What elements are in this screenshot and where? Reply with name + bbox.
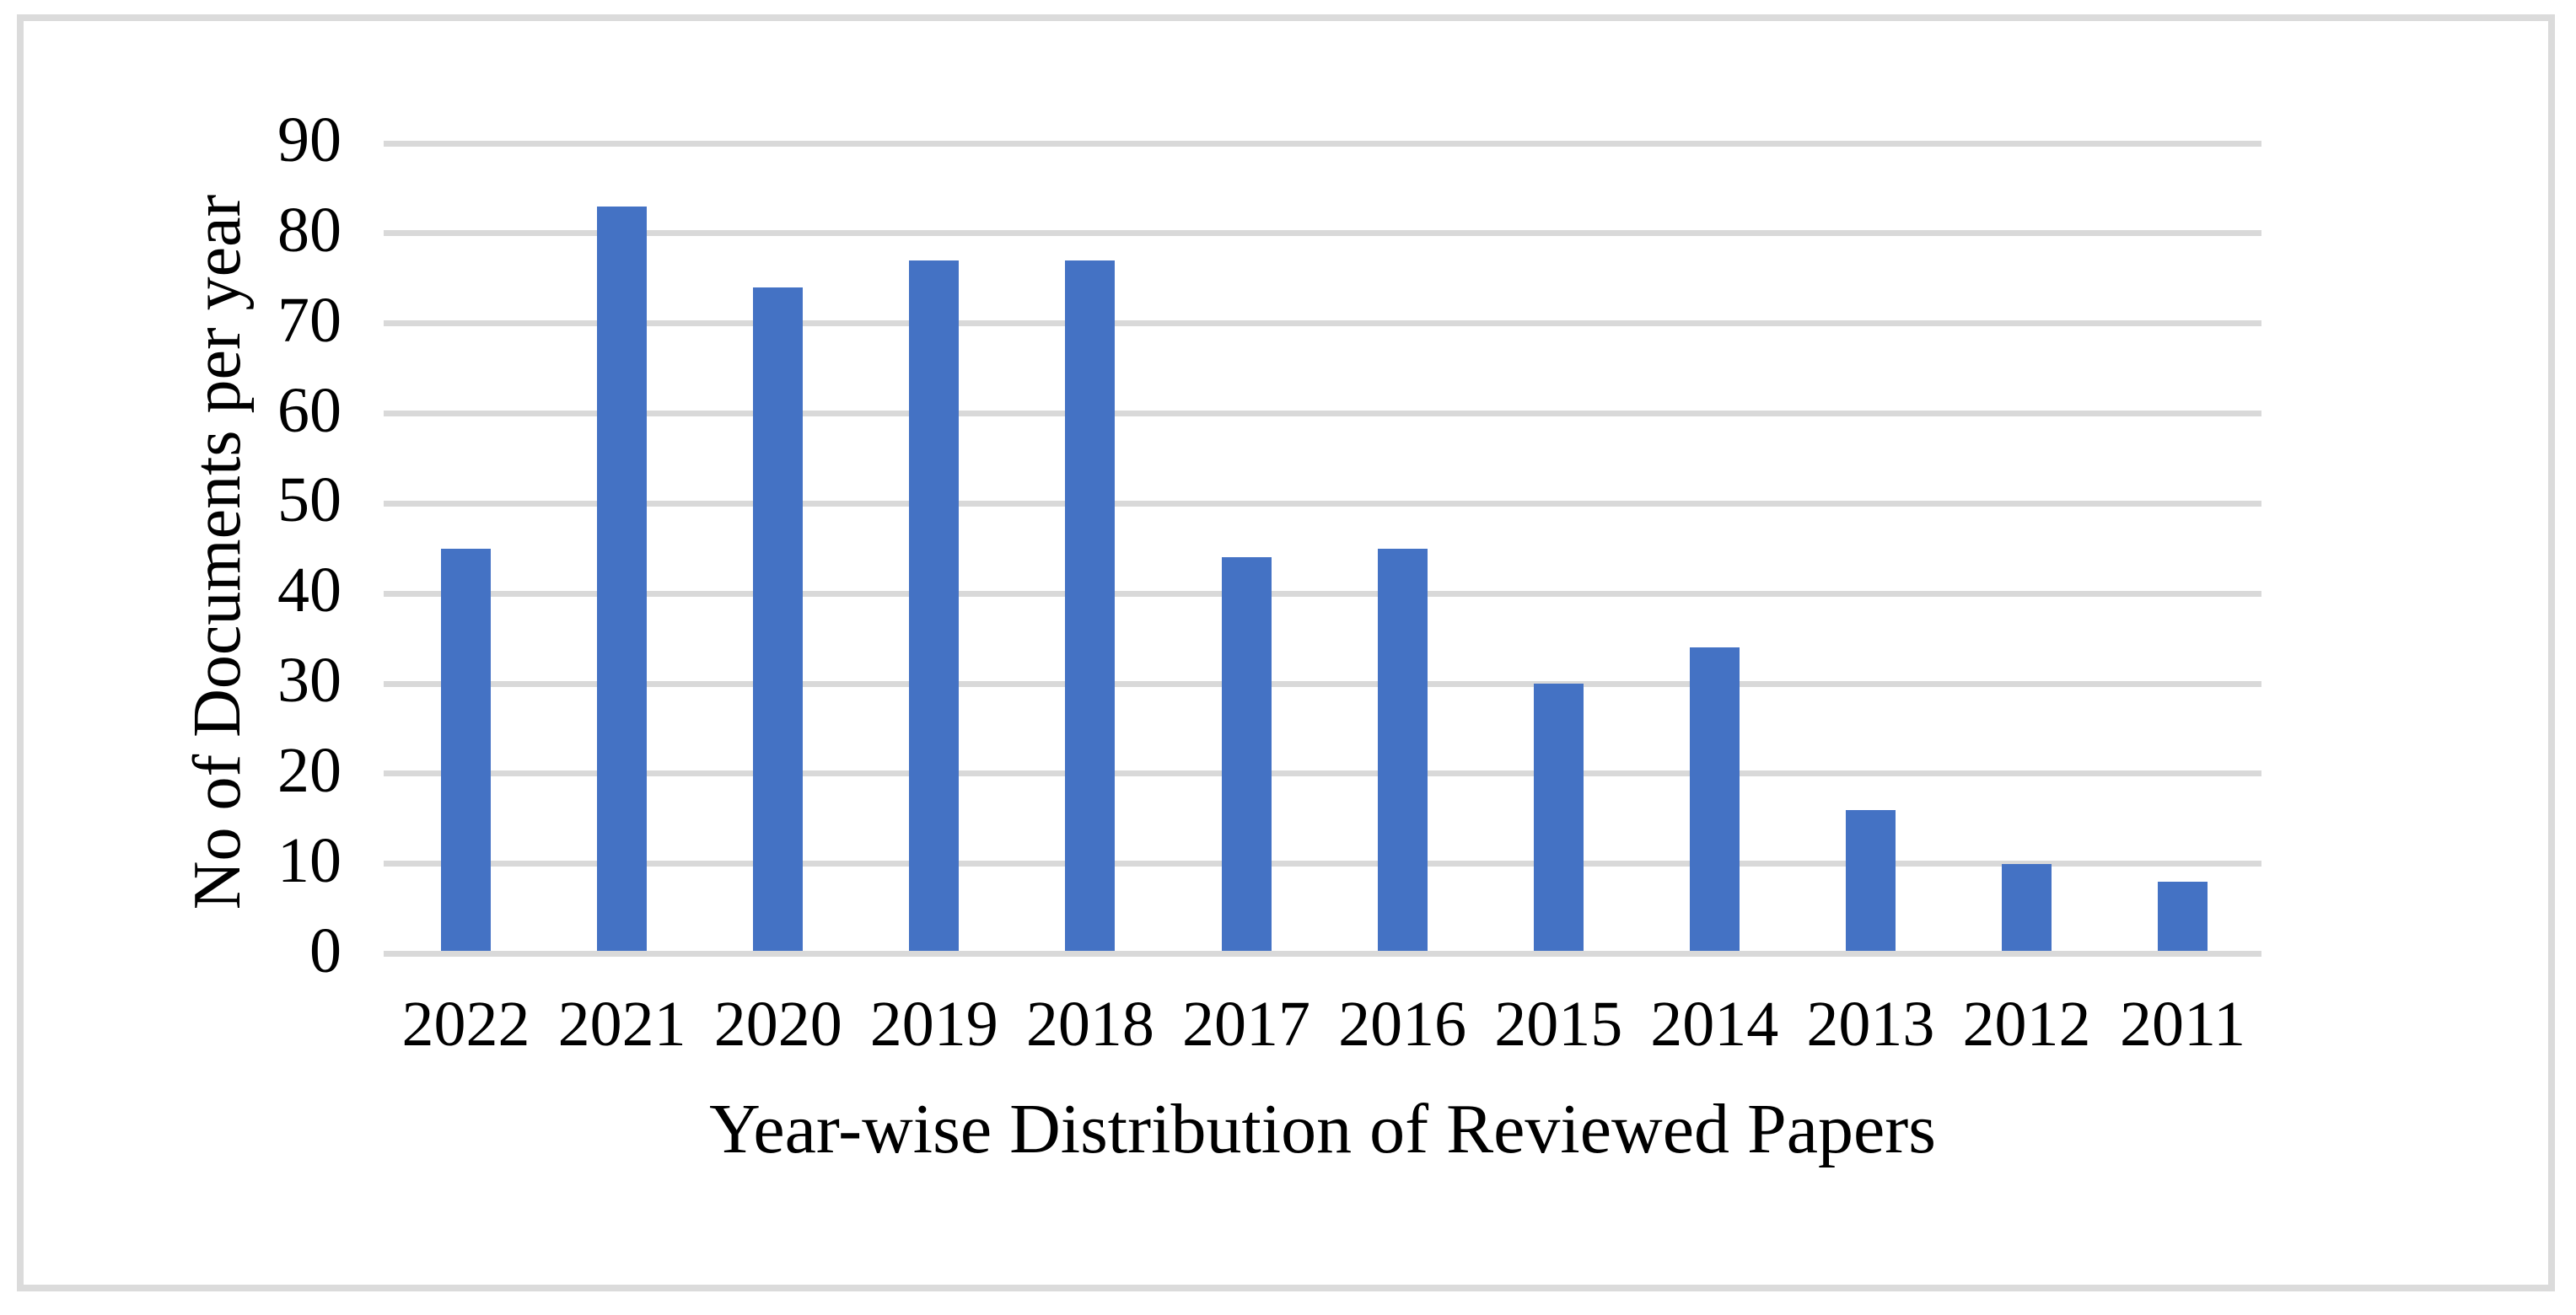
x-tick-label-2013: 2013 bbox=[1806, 989, 1935, 1060]
x-tick-label-2021: 2021 bbox=[557, 989, 686, 1060]
y-tick-label-70: 70 bbox=[277, 284, 341, 356]
gridline-y30 bbox=[384, 680, 2261, 687]
bar-2015 bbox=[1533, 684, 1584, 951]
y-tick-label-90: 90 bbox=[277, 105, 341, 176]
x-tick-label-2011: 2011 bbox=[2120, 989, 2246, 1060]
y-tick-label-80: 80 bbox=[277, 194, 341, 266]
gridline-y60 bbox=[384, 411, 2261, 417]
bar-2018 bbox=[1065, 260, 1116, 951]
y-tick-label-60: 60 bbox=[277, 374, 341, 446]
x-tick-label-2016: 2016 bbox=[1338, 989, 1467, 1060]
x-tick-label-2018: 2018 bbox=[1025, 989, 1154, 1060]
gridline-y40 bbox=[384, 590, 2261, 597]
gridline-y70 bbox=[384, 320, 2261, 327]
gridline-y50 bbox=[384, 500, 2261, 507]
x-tick-label-2015: 2015 bbox=[1494, 989, 1623, 1060]
x-tick-label-2017: 2017 bbox=[1182, 989, 1310, 1060]
y-tick-label-0: 0 bbox=[309, 915, 341, 986]
bar-2022 bbox=[441, 548, 491, 951]
x-axis-title: Year-wise Distribution of Reviewed Paper… bbox=[709, 1090, 1936, 1168]
x-tick-label-2020: 2020 bbox=[713, 989, 842, 1060]
x-tick-label-2019: 2019 bbox=[869, 989, 998, 1060]
y-tick-label-20: 20 bbox=[277, 734, 341, 806]
bar-2017 bbox=[1221, 557, 1272, 951]
gridline-y10 bbox=[384, 861, 2261, 867]
y-tick-label-10: 10 bbox=[277, 824, 341, 896]
x-tick-label-2022: 2022 bbox=[401, 989, 530, 1060]
y-tick-label-50: 50 bbox=[277, 464, 341, 536]
bar-2019 bbox=[909, 260, 960, 951]
gridline-y80 bbox=[384, 230, 2261, 237]
bar-2021 bbox=[597, 206, 648, 951]
gridline-y20 bbox=[384, 770, 2261, 777]
bar-2011 bbox=[2158, 882, 2208, 951]
bar-2020 bbox=[753, 287, 804, 951]
bar-2013 bbox=[1845, 809, 1896, 951]
gridline-y0 bbox=[384, 951, 2261, 957]
bar-2012 bbox=[2002, 863, 2052, 951]
x-tick-label-2012: 2012 bbox=[1962, 989, 2091, 1060]
y-tick-label-30: 30 bbox=[277, 645, 341, 716]
figure-border bbox=[17, 14, 2555, 1291]
bar-2016 bbox=[1377, 548, 1428, 951]
y-tick-label-40: 40 bbox=[277, 555, 341, 626]
x-tick-label-2014: 2014 bbox=[1650, 989, 1779, 1060]
gridline-y90 bbox=[384, 140, 2261, 147]
bar-2014 bbox=[1689, 647, 1740, 951]
